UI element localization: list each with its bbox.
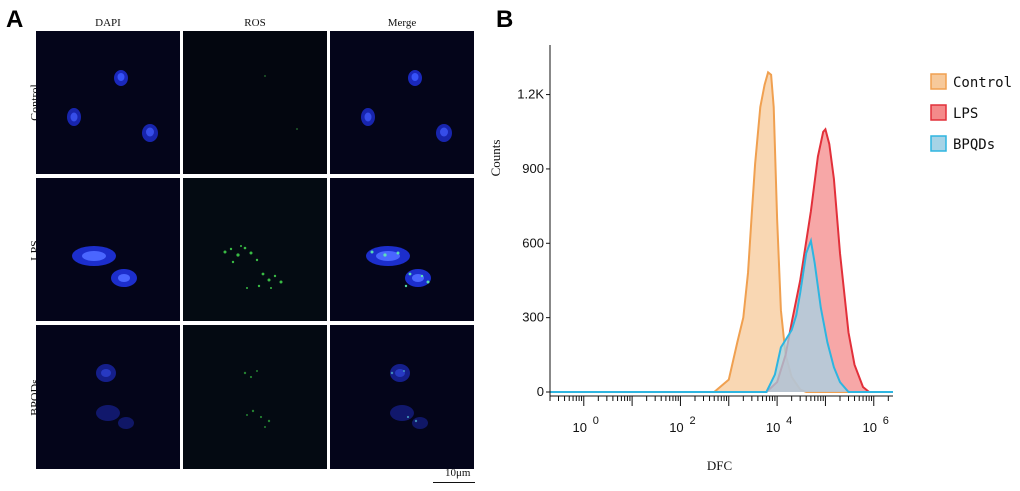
micrograph-bpqds-ros (183, 325, 327, 469)
micrograph-control-merge (330, 31, 474, 174)
column-header-dapi: DAPI (95, 17, 121, 29)
y-axis-label: Counts (488, 140, 503, 177)
y-tick-label: 300 (522, 310, 544, 325)
x-tick-exponent: 6 (883, 415, 889, 427)
column-header-ros: ROS (244, 17, 266, 29)
legend-label-bpqds: BPQDs (953, 137, 995, 153)
series-area-bpqds (550, 240, 893, 392)
x-tick-label: 10 (766, 420, 780, 435)
scale-bar (433, 482, 475, 483)
micrograph-bpqds-dapi (36, 325, 180, 469)
micrograph-lps-ros (183, 178, 327, 321)
micrograph-lps-merge (330, 178, 474, 321)
y-tick-label: 600 (522, 235, 544, 250)
legend-swatch-control (930, 73, 947, 90)
column-header-merge: Merge (387, 17, 417, 29)
legend-label-control: Control (953, 75, 1012, 91)
y-tick-label: 0 (537, 384, 544, 399)
legend-label-lps: LPS (953, 106, 978, 122)
y-tick-label: 900 (522, 161, 544, 176)
x-tick-exponent: 2 (689, 415, 695, 427)
panel-b-letter: B (496, 6, 514, 33)
legend-swatch-bpqds (930, 135, 947, 152)
x-tick-exponent: 4 (786, 415, 792, 427)
micrograph-control-ros (183, 31, 327, 174)
micrograph-lps-dapi (36, 178, 180, 321)
x-tick-exponent: 0 (593, 415, 599, 427)
x-tick-label: 10 (669, 420, 683, 435)
micrograph-control-dapi (36, 31, 180, 174)
x-tick-label: 10 (863, 420, 877, 435)
scale-bar-label: 10μm (445, 467, 471, 479)
series-line-bpqds (550, 237, 893, 393)
y-tick-label: 1.2K (517, 87, 544, 102)
legend-swatch-lps (930, 104, 947, 121)
x-axis-label: DFC (707, 458, 732, 473)
panel-a-letter: A (6, 6, 24, 33)
x-tick-label: 10 (573, 420, 587, 435)
micrograph-bpqds-merge (330, 325, 474, 469)
